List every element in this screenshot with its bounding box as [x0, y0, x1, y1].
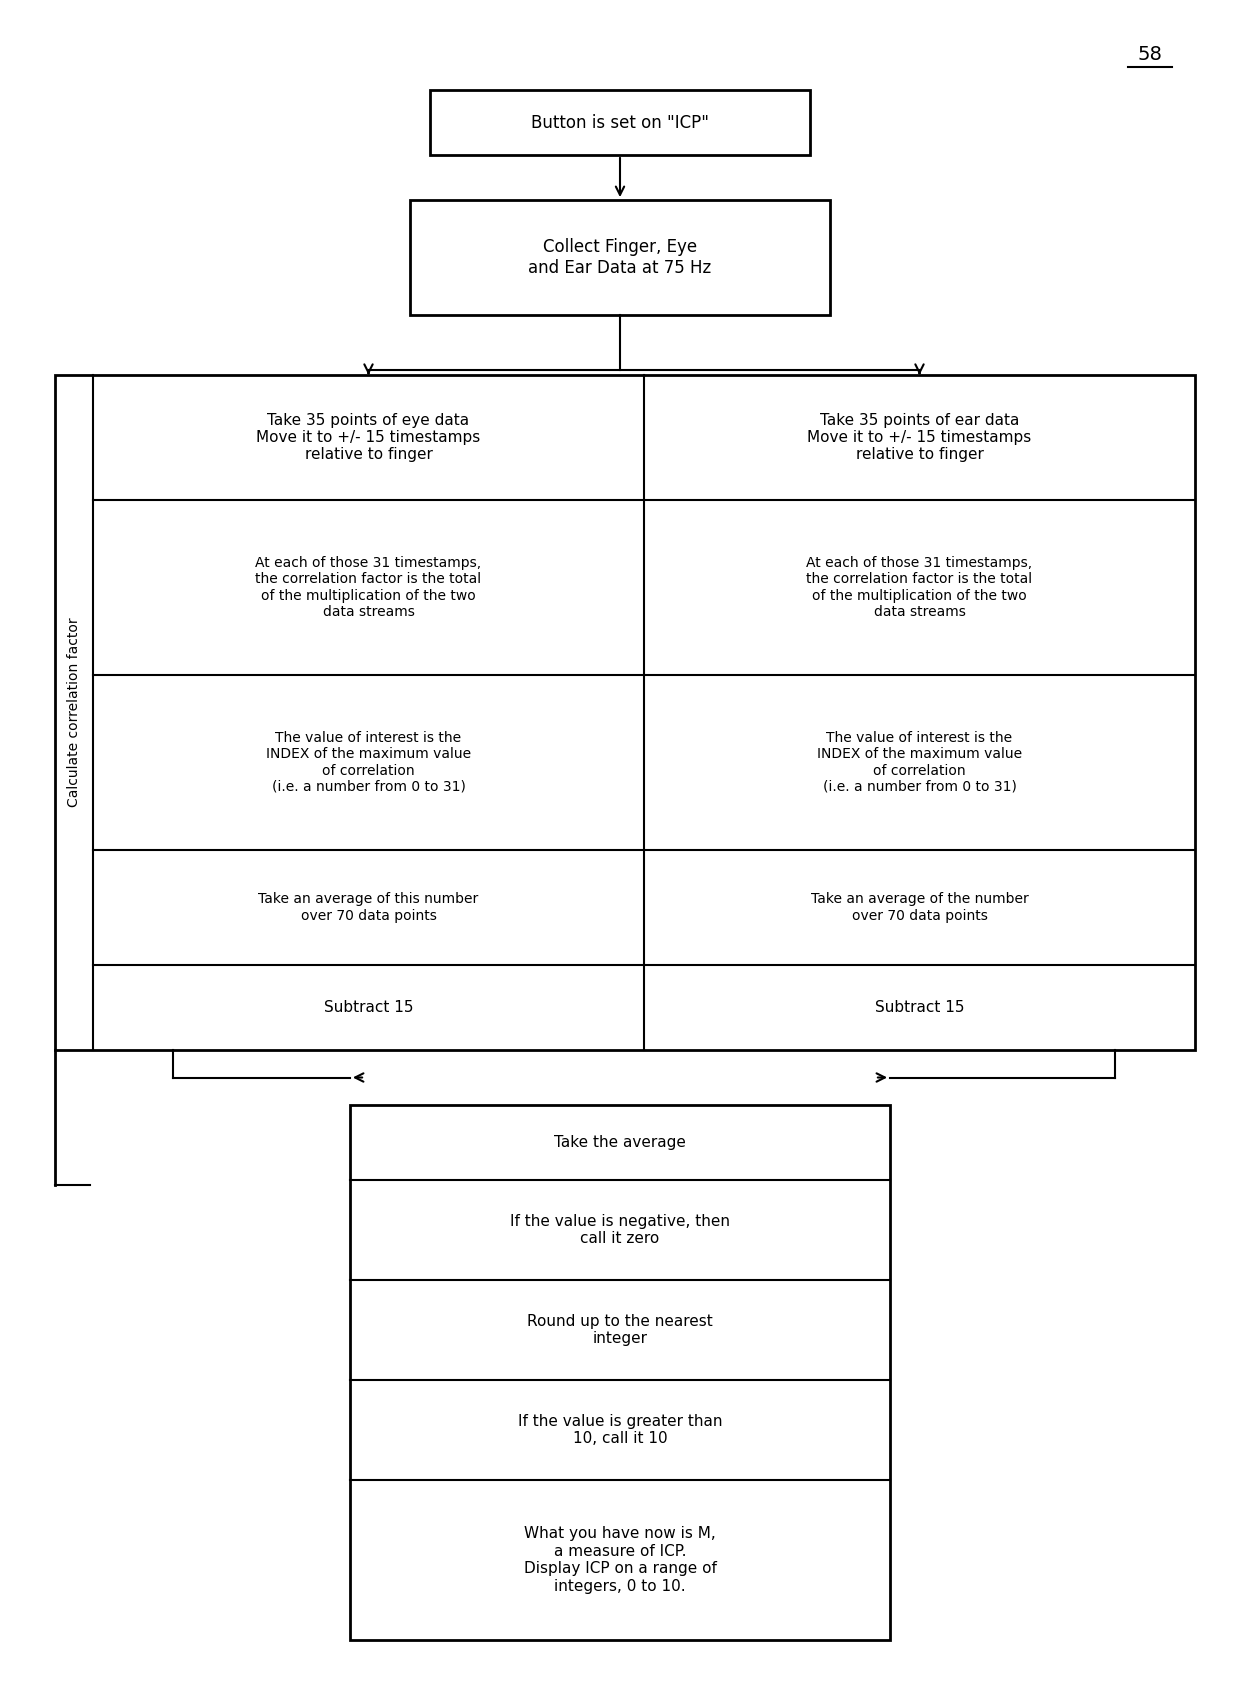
Text: Take the average: Take the average	[554, 1135, 686, 1150]
Text: Take an average of the number
over 70 data points: Take an average of the number over 70 da…	[811, 892, 1028, 922]
Text: Take an average of this number
over 70 data points: Take an average of this number over 70 d…	[258, 892, 479, 922]
Text: Collect Finger, Eye
and Ear Data at 75 Hz: Collect Finger, Eye and Ear Data at 75 H…	[528, 238, 712, 277]
Bar	[55, 374, 1195, 1050]
Text: Take 35 points of eye data
Move it to +/- 15 timestamps
relative to finger: Take 35 points of eye data Move it to +/…	[257, 413, 481, 462]
Text: Subtract 15: Subtract 15	[874, 1000, 965, 1015]
Text: Button is set on "ICP": Button is set on "ICP"	[531, 113, 709, 132]
Text: What you have now is M,
a measure of ICP.
Display ICP on a range of
integers, 0 : What you have now is M, a measure of ICP…	[523, 1526, 717, 1593]
Bar	[350, 1104, 890, 1640]
Text: The value of interest is the
INDEX of the maximum value
of correlation
(i.e. a n: The value of interest is the INDEX of th…	[817, 732, 1022, 794]
Text: Take 35 points of ear data
Move it to +/- 15 timestamps
relative to finger: Take 35 points of ear data Move it to +/…	[807, 413, 1032, 462]
Text: Round up to the nearest
integer: Round up to the nearest integer	[527, 1313, 713, 1345]
Text: If the value is negative, then
call it zero: If the value is negative, then call it z…	[510, 1214, 730, 1246]
Text: 58: 58	[1137, 46, 1162, 64]
Text: Calculate correlation factor: Calculate correlation factor	[67, 617, 81, 808]
Text: Subtract 15: Subtract 15	[324, 1000, 413, 1015]
Bar	[430, 89, 810, 155]
Text: The value of interest is the
INDEX of the maximum value
of correlation
(i.e. a n: The value of interest is the INDEX of th…	[265, 732, 471, 794]
Text: If the value is greater than
10, call it 10: If the value is greater than 10, call it…	[518, 1415, 722, 1447]
Bar	[410, 201, 830, 315]
Text: At each of those 31 timestamps,
the correlation factor is the total
of the multi: At each of those 31 timestamps, the corr…	[806, 556, 1033, 619]
Text: At each of those 31 timestamps,
the correlation factor is the total
of the multi: At each of those 31 timestamps, the corr…	[255, 556, 481, 619]
